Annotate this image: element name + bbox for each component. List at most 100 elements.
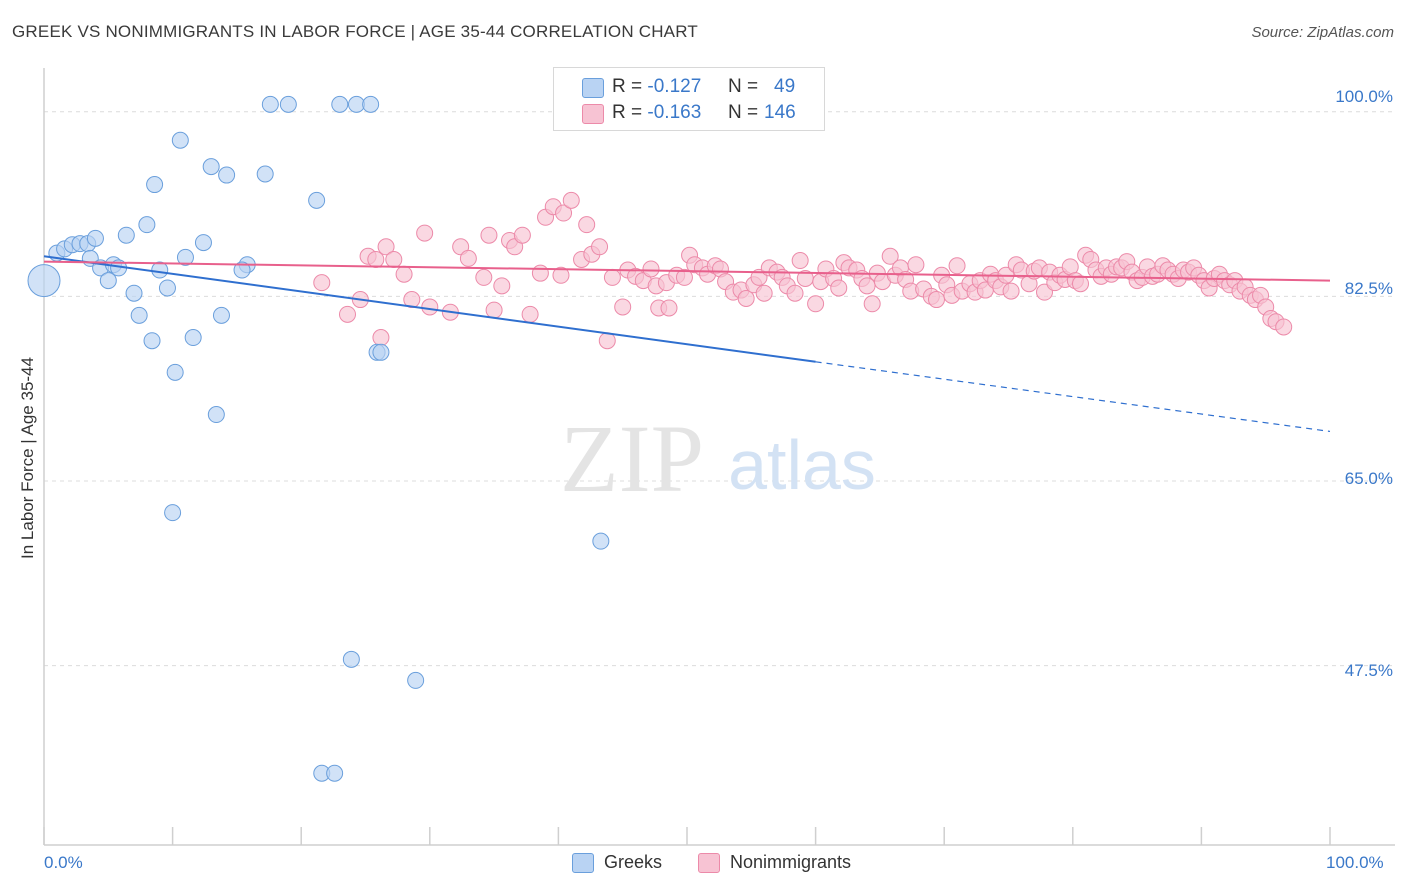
- nonimmigrants-point: [948, 257, 966, 275]
- watermark-zip: ZIP: [560, 405, 704, 512]
- greeks-point: [151, 261, 169, 279]
- greeks-point: [308, 191, 326, 209]
- greeks-point: [202, 158, 220, 176]
- greeks-point: [407, 671, 425, 689]
- greeks-point: [125, 284, 143, 302]
- nonimmigrants-r-label: R =: [612, 102, 643, 123]
- trend-lines: [43, 255, 1331, 433]
- greeks-n-value: 49: [774, 76, 796, 97]
- nonimmigrants-point: [555, 204, 573, 222]
- greeks-point: [347, 95, 365, 113]
- greeks-point: [362, 95, 380, 113]
- stats-legend: R = -0.127 N = 49 R = -0.163 N = 146: [553, 67, 825, 131]
- greeks-r-value: -0.127: [647, 76, 702, 97]
- y-tick-label-82: 82.5%: [1344, 279, 1393, 298]
- nonimmigrants-point: [598, 332, 616, 350]
- nonimmigrants-point: [562, 191, 580, 209]
- greeks-point: [166, 363, 184, 381]
- nonimmigrants-point: [807, 295, 825, 313]
- greeks-n-label: N =: [728, 76, 759, 97]
- nonimmigrants-point: [642, 260, 660, 278]
- nonimmigrants-point: [372, 329, 390, 347]
- greeks-point: [164, 504, 182, 522]
- y-tick-label-47: 47.5%: [1344, 661, 1393, 680]
- greeks-point: [138, 216, 156, 234]
- nonimmigrants-legend-label: Nonimmigrants: [730, 852, 852, 872]
- nonimmigrants-point: [475, 268, 493, 286]
- greeks-trend-extension: [815, 361, 1331, 433]
- greeks-point: [372, 343, 390, 361]
- greeks-point: [207, 406, 225, 424]
- nonimmigrants-point: [1002, 282, 1020, 300]
- x-tick-label-min: 0.0%: [44, 853, 83, 872]
- nonimmigrants-point: [385, 250, 403, 268]
- nonimmigrants-n-label: N =: [728, 102, 759, 123]
- nonimmigrants-point: [1275, 318, 1293, 336]
- nonimmigrants-point: [521, 305, 539, 323]
- greeks-point: [279, 95, 297, 113]
- greeks-trend-line: [43, 255, 816, 363]
- nonimmigrants-point: [603, 268, 621, 286]
- nonimmigrants-point: [493, 277, 511, 295]
- legend-item-nonimmigrants[interactable]: Nonimmigrants: [698, 852, 851, 873]
- greeks-point: [117, 226, 135, 244]
- nonimmigrants-points: [313, 191, 1293, 350]
- nonimmigrants-point: [863, 295, 881, 313]
- greeks-r-label: R =: [612, 76, 643, 97]
- nonimmigrants-point: [675, 268, 693, 286]
- legend-item-greeks[interactable]: Greeks: [572, 852, 662, 873]
- nonimmigrants-point: [660, 299, 678, 317]
- y-tick-label-65: 65.0%: [1344, 469, 1393, 488]
- nonimmigrants-point: [907, 256, 925, 274]
- greeks-point: [146, 176, 164, 194]
- nonimmigrants-point: [578, 216, 596, 234]
- chart-title: GREEK VS NONIMMIGRANTS IN LABOR FORCE | …: [12, 22, 698, 41]
- nonimmigrants-point: [338, 305, 356, 323]
- greeks-point: [212, 306, 230, 324]
- greeks-point: [176, 248, 194, 266]
- nonimmigrants-point: [927, 291, 945, 309]
- watermark-atlas: atlas: [728, 426, 876, 504]
- greeks-point: [184, 329, 202, 347]
- greeks-point: [218, 166, 236, 184]
- nonimmigrants-point: [791, 252, 809, 270]
- watermark: ZIP atlas: [560, 405, 876, 512]
- greeks-point: [27, 264, 61, 298]
- nonimmigrants-point: [395, 265, 413, 283]
- greeks-legend-label: Greeks: [604, 852, 663, 872]
- greeks-point: [86, 229, 104, 247]
- nonimmigrants-point: [552, 266, 570, 284]
- greeks-point: [342, 650, 360, 668]
- greeks-points: [27, 95, 619, 782]
- nonimmigrants-point: [480, 226, 498, 244]
- greeks-point: [143, 332, 161, 350]
- greeks-legend-swatch: [572, 852, 594, 873]
- nonimmigrants-swatch: [582, 104, 604, 124]
- nonimmigrants-point: [313, 274, 331, 292]
- series-legend: Greeks Nonimmigrants: [0, 852, 1406, 878]
- nonimmigrants-point: [416, 224, 434, 242]
- y-tick-label-100: 100.0%: [1335, 87, 1393, 106]
- nonimmigrants-point: [459, 249, 477, 267]
- nonimmigrants-point: [881, 247, 899, 265]
- nonimmigrants-point: [513, 226, 531, 244]
- greeks-point: [256, 165, 274, 183]
- nonimmigrants-point: [531, 264, 549, 282]
- nonimmigrants-point: [591, 238, 609, 256]
- nonimmigrants-point: [614, 298, 632, 316]
- nonimmigrants-point: [830, 279, 848, 297]
- nonimmigrants-point: [1072, 275, 1090, 293]
- greeks-point: [171, 131, 189, 149]
- greeks-point: [261, 95, 279, 113]
- nonimmigrants-point: [858, 277, 876, 295]
- greeks-point: [592, 532, 610, 550]
- greeks-point: [326, 764, 344, 782]
- greeks-point: [99, 272, 117, 290]
- grid-lines: [44, 111, 1395, 667]
- nonimmigrants-point: [786, 284, 804, 302]
- nonimmigrants-n-value: 146: [764, 102, 796, 123]
- greeks-point: [331, 95, 349, 113]
- nonimmigrants-point: [377, 238, 395, 256]
- nonimmigrants-point: [421, 298, 439, 316]
